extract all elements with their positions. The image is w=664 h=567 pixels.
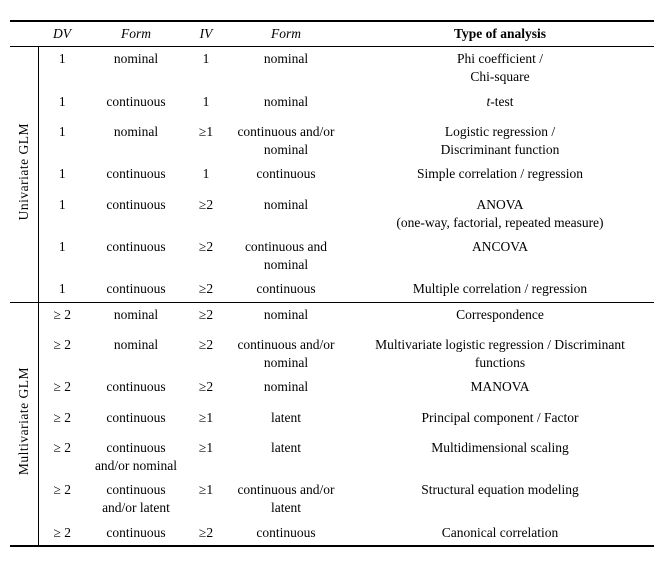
cell-iv: ≥1 xyxy=(186,436,226,478)
table-row: ≥ 2continuous≥2continuousCanonical corre… xyxy=(10,521,654,546)
group-label-text: Univariate GLM xyxy=(15,123,33,220)
cell-form1: continuous xyxy=(86,235,186,277)
cell-form2: nominal xyxy=(226,302,346,327)
cell-iv: ≥2 xyxy=(186,333,226,375)
table-row: 1nominal≥1continuous and/ornominalLogist… xyxy=(10,120,654,162)
cell-iv: ≥2 xyxy=(186,235,226,277)
table-row: 1continuous≥2continuousMultiple correlat… xyxy=(10,277,654,302)
header-dv: DV xyxy=(38,21,86,47)
cell-dv: 1 xyxy=(38,90,86,114)
cell-form2: continuous xyxy=(226,162,346,186)
cell-form1: continuous xyxy=(86,521,186,546)
header-form1: Form xyxy=(86,21,186,47)
cell-type: ANOVA(one-way, factorial, repeated measu… xyxy=(346,193,654,235)
cell-type: Correspondence xyxy=(346,302,654,327)
header-form2: Form xyxy=(226,21,346,47)
cell-dv: 1 xyxy=(38,235,86,277)
cell-form2: nominal xyxy=(226,90,346,114)
cell-form1: continuous xyxy=(86,375,186,399)
cell-type: Simple correlation / regression xyxy=(346,162,654,186)
cell-iv: ≥2 xyxy=(186,521,226,546)
cell-form2: continuous xyxy=(226,521,346,546)
cell-form1: continuous xyxy=(86,90,186,114)
table-row: ≥ 2continuous≥2nominalMANOVA xyxy=(10,375,654,399)
cell-iv: 1 xyxy=(186,162,226,186)
cell-dv: ≥ 2 xyxy=(38,478,86,520)
group-label: Multivariate GLM xyxy=(10,302,38,546)
cell-iv: ≥1 xyxy=(186,406,226,430)
cell-iv: ≥1 xyxy=(186,120,226,162)
cell-type: Logistic regression /Discriminant functi… xyxy=(346,120,654,162)
cell-form2: nominal xyxy=(226,47,346,90)
cell-form1: continuous xyxy=(86,162,186,186)
group-label-text: Multivariate GLM xyxy=(15,367,33,475)
cell-form1: continuousand/or latent xyxy=(86,478,186,520)
cell-iv: 1 xyxy=(186,90,226,114)
cell-form2: latent xyxy=(226,436,346,478)
cell-dv: 1 xyxy=(38,120,86,162)
table-row: 1continuous1nominalt-test xyxy=(10,90,654,114)
cell-form1: continuous xyxy=(86,277,186,302)
table-row: 1continuous≥2continuous andnominalANCOVA xyxy=(10,235,654,277)
cell-form2: nominal xyxy=(226,375,346,399)
table-row: ≥ 2continuousand/or latent≥1continuous a… xyxy=(10,478,654,520)
cell-dv: ≥ 2 xyxy=(38,375,86,399)
table-header-row: DV Form IV Form Type of analysis xyxy=(10,21,654,47)
cell-iv: ≥2 xyxy=(186,277,226,302)
cell-form1: nominal xyxy=(86,333,186,375)
cell-type: Multiple correlation / regression xyxy=(346,277,654,302)
table-row: 1continuous≥2nominalANOVA(one-way, facto… xyxy=(10,193,654,235)
cell-type: ANCOVA xyxy=(346,235,654,277)
cell-form2: continuous and/orlatent xyxy=(226,478,346,520)
cell-form1: nominal xyxy=(86,120,186,162)
cell-type: MANOVA xyxy=(346,375,654,399)
cell-type: t-test xyxy=(346,90,654,114)
table-row: 1continuous1continuousSimple correlation… xyxy=(10,162,654,186)
cell-type: Principal component / Factor xyxy=(346,406,654,430)
group-label: Univariate GLM xyxy=(10,47,38,302)
cell-form1: continuousand/or nominal xyxy=(86,436,186,478)
table-row: Multivariate GLM≥ 2nominal≥2nominalCorre… xyxy=(10,302,654,327)
cell-iv: ≥2 xyxy=(186,193,226,235)
cell-form2: latent xyxy=(226,406,346,430)
cell-iv: 1 xyxy=(186,47,226,90)
cell-dv: 1 xyxy=(38,193,86,235)
table-row: ≥ 2continuousand/or nominal≥1latentMulti… xyxy=(10,436,654,478)
cell-dv: ≥ 2 xyxy=(38,521,86,546)
cell-dv: ≥ 2 xyxy=(38,406,86,430)
cell-dv: ≥ 2 xyxy=(38,436,86,478)
cell-type: Multivariate logistic regression / Discr… xyxy=(346,333,654,375)
cell-form2: continuous and/ornominal xyxy=(226,333,346,375)
cell-dv: 1 xyxy=(38,277,86,302)
cell-dv: ≥ 2 xyxy=(38,333,86,375)
cell-dv: 1 xyxy=(38,162,86,186)
table-row: ≥ 2nominal≥2continuous and/ornominalMult… xyxy=(10,333,654,375)
cell-form2: continuous andnominal xyxy=(226,235,346,277)
cell-iv: ≥2 xyxy=(186,302,226,327)
cell-form1: nominal xyxy=(86,302,186,327)
header-blank xyxy=(10,21,38,47)
cell-form2: nominal xyxy=(226,193,346,235)
cell-form2: continuous and/ornominal xyxy=(226,120,346,162)
header-type: Type of analysis xyxy=(346,21,654,47)
table-row: ≥ 2continuous≥1latentPrincipal component… xyxy=(10,406,654,430)
glm-analysis-table: DV Form IV Form Type of analysis Univari… xyxy=(10,20,654,547)
cell-form1: continuous xyxy=(86,193,186,235)
cell-dv: ≥ 2 xyxy=(38,302,86,327)
cell-type: Phi coefficient /Chi-square xyxy=(346,47,654,90)
table-body: Univariate GLM1nominal1nominalPhi coeffi… xyxy=(10,47,654,546)
cell-iv: ≥1 xyxy=(186,478,226,520)
cell-type: Multidimensional scaling xyxy=(346,436,654,478)
cell-type: Structural equation modeling xyxy=(346,478,654,520)
header-iv: IV xyxy=(186,21,226,47)
cell-type: Canonical correlation xyxy=(346,521,654,546)
cell-form1: continuous xyxy=(86,406,186,430)
cell-iv: ≥2 xyxy=(186,375,226,399)
cell-form2: continuous xyxy=(226,277,346,302)
cell-dv: 1 xyxy=(38,47,86,90)
cell-form1: nominal xyxy=(86,47,186,90)
table-row: Univariate GLM1nominal1nominalPhi coeffi… xyxy=(10,47,654,90)
